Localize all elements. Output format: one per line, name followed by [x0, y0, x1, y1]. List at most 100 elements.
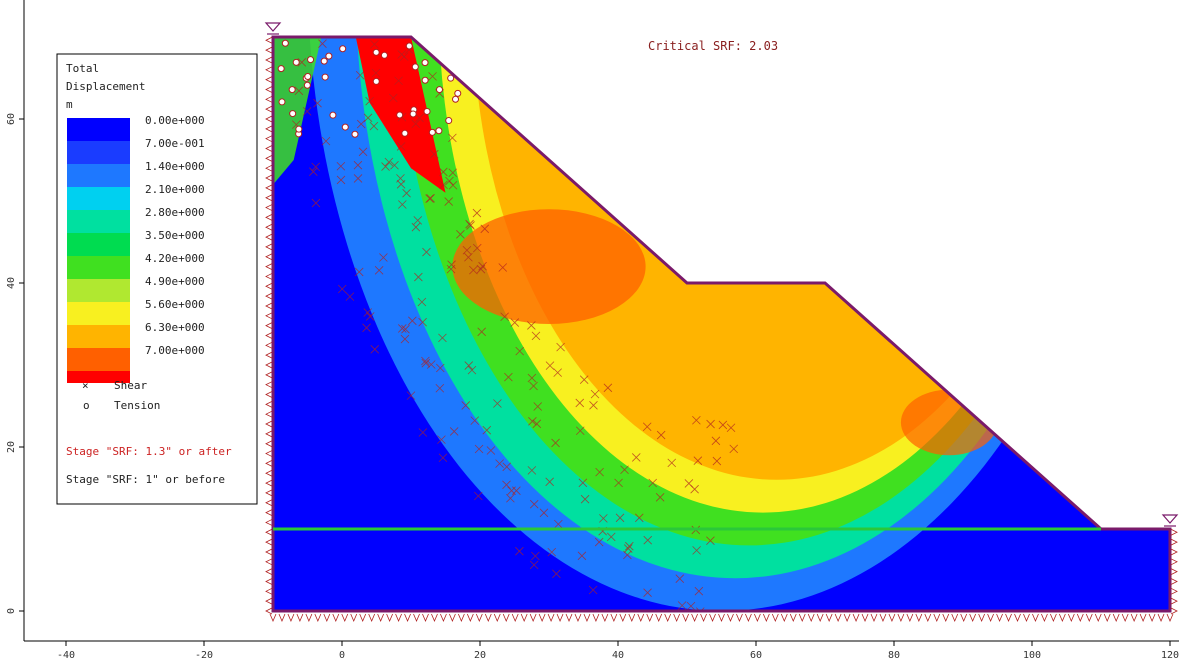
shear-marker: [502, 480, 511, 490]
shear-marker: [456, 230, 465, 239]
shear-marker: [297, 58, 307, 67]
pin-support-icon: [422, 613, 429, 623]
pin-support-icon: [834, 613, 842, 623]
roller-support-icon: [265, 460, 273, 467]
pin-support-icon: [843, 613, 851, 623]
shear-marker: [351, 21, 359, 29]
legend-swatch: [67, 233, 130, 256]
pin-support-icon: [574, 613, 582, 623]
shear-marker: [648, 478, 658, 488]
pin-support-icon: [664, 613, 672, 623]
shear-marker: [556, 342, 565, 352]
shear-marker: [545, 361, 555, 370]
shear-marker: [515, 346, 524, 356]
pin-support-icon: [278, 613, 286, 623]
shear-marker: [707, 628, 715, 636]
pin-support-icon: [754, 613, 761, 623]
shear-marker: [474, 444, 484, 454]
pin-support-icon: [655, 613, 663, 623]
roller-support-icon: [1170, 568, 1178, 575]
shear-marker: [369, 121, 379, 131]
roller-support-icon: [265, 105, 273, 113]
shear-marker: [418, 317, 427, 327]
shear-marker: [531, 331, 541, 341]
shear-marker: [470, 416, 480, 425]
boundary-supports: [265, 36, 1178, 623]
pin-support-icon: [906, 613, 914, 623]
shear-marker: [435, 383, 445, 393]
shear-marker: [347, 12, 355, 20]
legend-title-line-1: Total: [66, 62, 99, 75]
legend-level-label: 5.60e+000: [145, 298, 205, 311]
pin-support-icon: [673, 613, 681, 623]
pin-support-icon: [718, 613, 725, 623]
pin-support-icon: [484, 613, 492, 623]
shear-marker: [527, 373, 537, 383]
pin-support-icon: [1157, 613, 1165, 623]
pin-support-icon: [727, 613, 734, 623]
shear-marker: [726, 423, 736, 433]
roller-support-icon: [265, 253, 273, 261]
pin-support-icon: [332, 613, 340, 623]
pin-support-icon: [798, 613, 806, 623]
shear-marker: [309, 167, 318, 176]
legend-level-label: 1.40e+000: [145, 160, 205, 173]
roller-support-icon: [1170, 587, 1178, 595]
shear-marker: [448, 133, 457, 143]
shear-marker: [500, 312, 509, 322]
roller-support-icon: [265, 538, 273, 546]
shear-marker: [365, 312, 375, 321]
shear-marker: [575, 398, 585, 408]
legend-swatch: [67, 141, 130, 164]
pin-support-icon: [493, 613, 501, 623]
shear-marker: [477, 327, 486, 337]
y-tick-label: 60: [6, 113, 17, 125]
shear-marker: [415, 113, 424, 123]
x-tick-label: 100: [1023, 650, 1041, 661]
roller-support-icon: [1170, 597, 1178, 605]
roller-support-icon: [1170, 558, 1178, 566]
roller-support-icon: [265, 420, 273, 428]
x-axis-ticks: -40 -20 0 20 40 60 80 100 120: [57, 641, 1179, 661]
roller-support-icon: [265, 214, 273, 221]
tension-marker: [401, 129, 409, 137]
pin-support-icon: [386, 613, 393, 623]
pin-support-icon: [879, 613, 887, 623]
roller-support-icon: [265, 499, 273, 507]
shear-marker: [729, 444, 739, 454]
shear-marker: [436, 363, 445, 373]
shear-marker: [294, 86, 304, 96]
pin-support-icon: [1058, 613, 1066, 623]
pin-support-icon: [1050, 613, 1057, 623]
roller-support-icon: [265, 95, 273, 103]
pin-support-icon: [825, 613, 833, 623]
tension-marker: [421, 76, 429, 84]
shear-marker: [469, 265, 478, 275]
shear-marker: [396, 174, 405, 183]
shear-marker: [439, 180, 448, 190]
shear-marker: [486, 446, 496, 455]
shear-marker: [606, 532, 616, 542]
pin-support-icon: [951, 613, 959, 623]
shear-marker: [417, 8, 425, 16]
shear-marker: [504, 372, 513, 382]
roller-support-icon: [265, 410, 273, 418]
pin-support-icon: [601, 613, 609, 623]
x-tick-label: 120: [1161, 650, 1179, 661]
tension-marker: [435, 127, 443, 135]
pin-support-icon: [440, 613, 447, 623]
shear-marker: [493, 399, 502, 408]
shear-marker: [438, 453, 448, 463]
legend-tension-symbol: o: [83, 399, 90, 412]
pin-support-icon: [709, 613, 716, 623]
pin-support-icon: [529, 613, 537, 623]
roller-support-icon: [265, 371, 273, 379]
pin-support-icon: [870, 613, 878, 623]
shear-marker: [614, 478, 623, 488]
tension-marker: [329, 111, 337, 119]
pin-support-icon: [1041, 613, 1048, 623]
x-tick-label: 40: [612, 650, 624, 661]
pin-support-icon: [395, 613, 402, 623]
pin-support-icon: [897, 613, 905, 623]
x-tick-label: -40: [57, 650, 75, 661]
